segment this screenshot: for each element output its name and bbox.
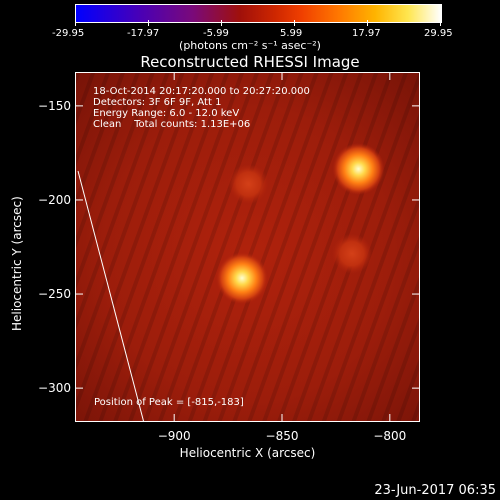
y-tick-label: −200 bbox=[38, 193, 71, 207]
colorbar-unit: (photons cm⁻² s⁻¹ asec⁻²) bbox=[179, 39, 321, 52]
x-axis-label: Heliocentric X (arcsec) bbox=[179, 446, 316, 460]
colorbar-tick-label: -17.97 bbox=[127, 28, 160, 39]
annotation-block: 18-Oct-2014 20:17:20.000 to 20:27:20.000… bbox=[93, 86, 310, 130]
chart-title: Reconstructed RHESSI Image bbox=[140, 53, 360, 71]
x-tick-label: −850 bbox=[266, 429, 299, 443]
x-tick-label: −900 bbox=[158, 429, 191, 443]
annotation-time-range: 18-Oct-2014 20:17:20.000 to 20:27:20.000 bbox=[93, 86, 310, 97]
annotation-energy-range: Energy Range: 6.0 - 12.0 keV bbox=[93, 108, 240, 119]
heatmap-image bbox=[76, 73, 419, 421]
faint-source bbox=[332, 233, 372, 274]
solar-limb-line bbox=[77, 170, 144, 421]
colorbar-tick-label: 29.95 bbox=[424, 28, 453, 39]
y-tick-label: −150 bbox=[38, 99, 71, 113]
colorbar-tick-label: 5.99 bbox=[280, 28, 303, 39]
y-tick-label: −300 bbox=[38, 381, 71, 395]
colorbar-tick-label: 17.97 bbox=[352, 28, 381, 39]
bright-source bbox=[332, 142, 385, 195]
colorbar-tick-label: -29.95 bbox=[52, 28, 85, 39]
colorbar-tick-label: -5.99 bbox=[203, 28, 229, 39]
plot-area bbox=[75, 72, 420, 422]
y-axis-label: Heliocentric Y (arcsec) bbox=[10, 196, 24, 331]
bright-source bbox=[216, 252, 269, 305]
colorbar bbox=[75, 4, 442, 23]
colorbar-tick-labels: -29.95 -17.97 -5.99 5.99 17.97 29.95 bbox=[0, 28, 500, 40]
footer-date: 23-Jun-2017 06:35 bbox=[374, 483, 496, 498]
x-tick-label: −800 bbox=[373, 429, 406, 443]
y-tick-label: −250 bbox=[38, 287, 71, 301]
faint-source bbox=[228, 164, 269, 205]
annotation-counts: Clean Total counts: 1.13E+06 bbox=[93, 119, 251, 130]
annotation-detectors: Detectors: 3F 6F 9F, Att 1 bbox=[93, 97, 222, 108]
colorbar-ticks bbox=[0, 20, 500, 30]
annotation-peak-position: Position of Peak = [-815,-183] bbox=[94, 397, 244, 408]
